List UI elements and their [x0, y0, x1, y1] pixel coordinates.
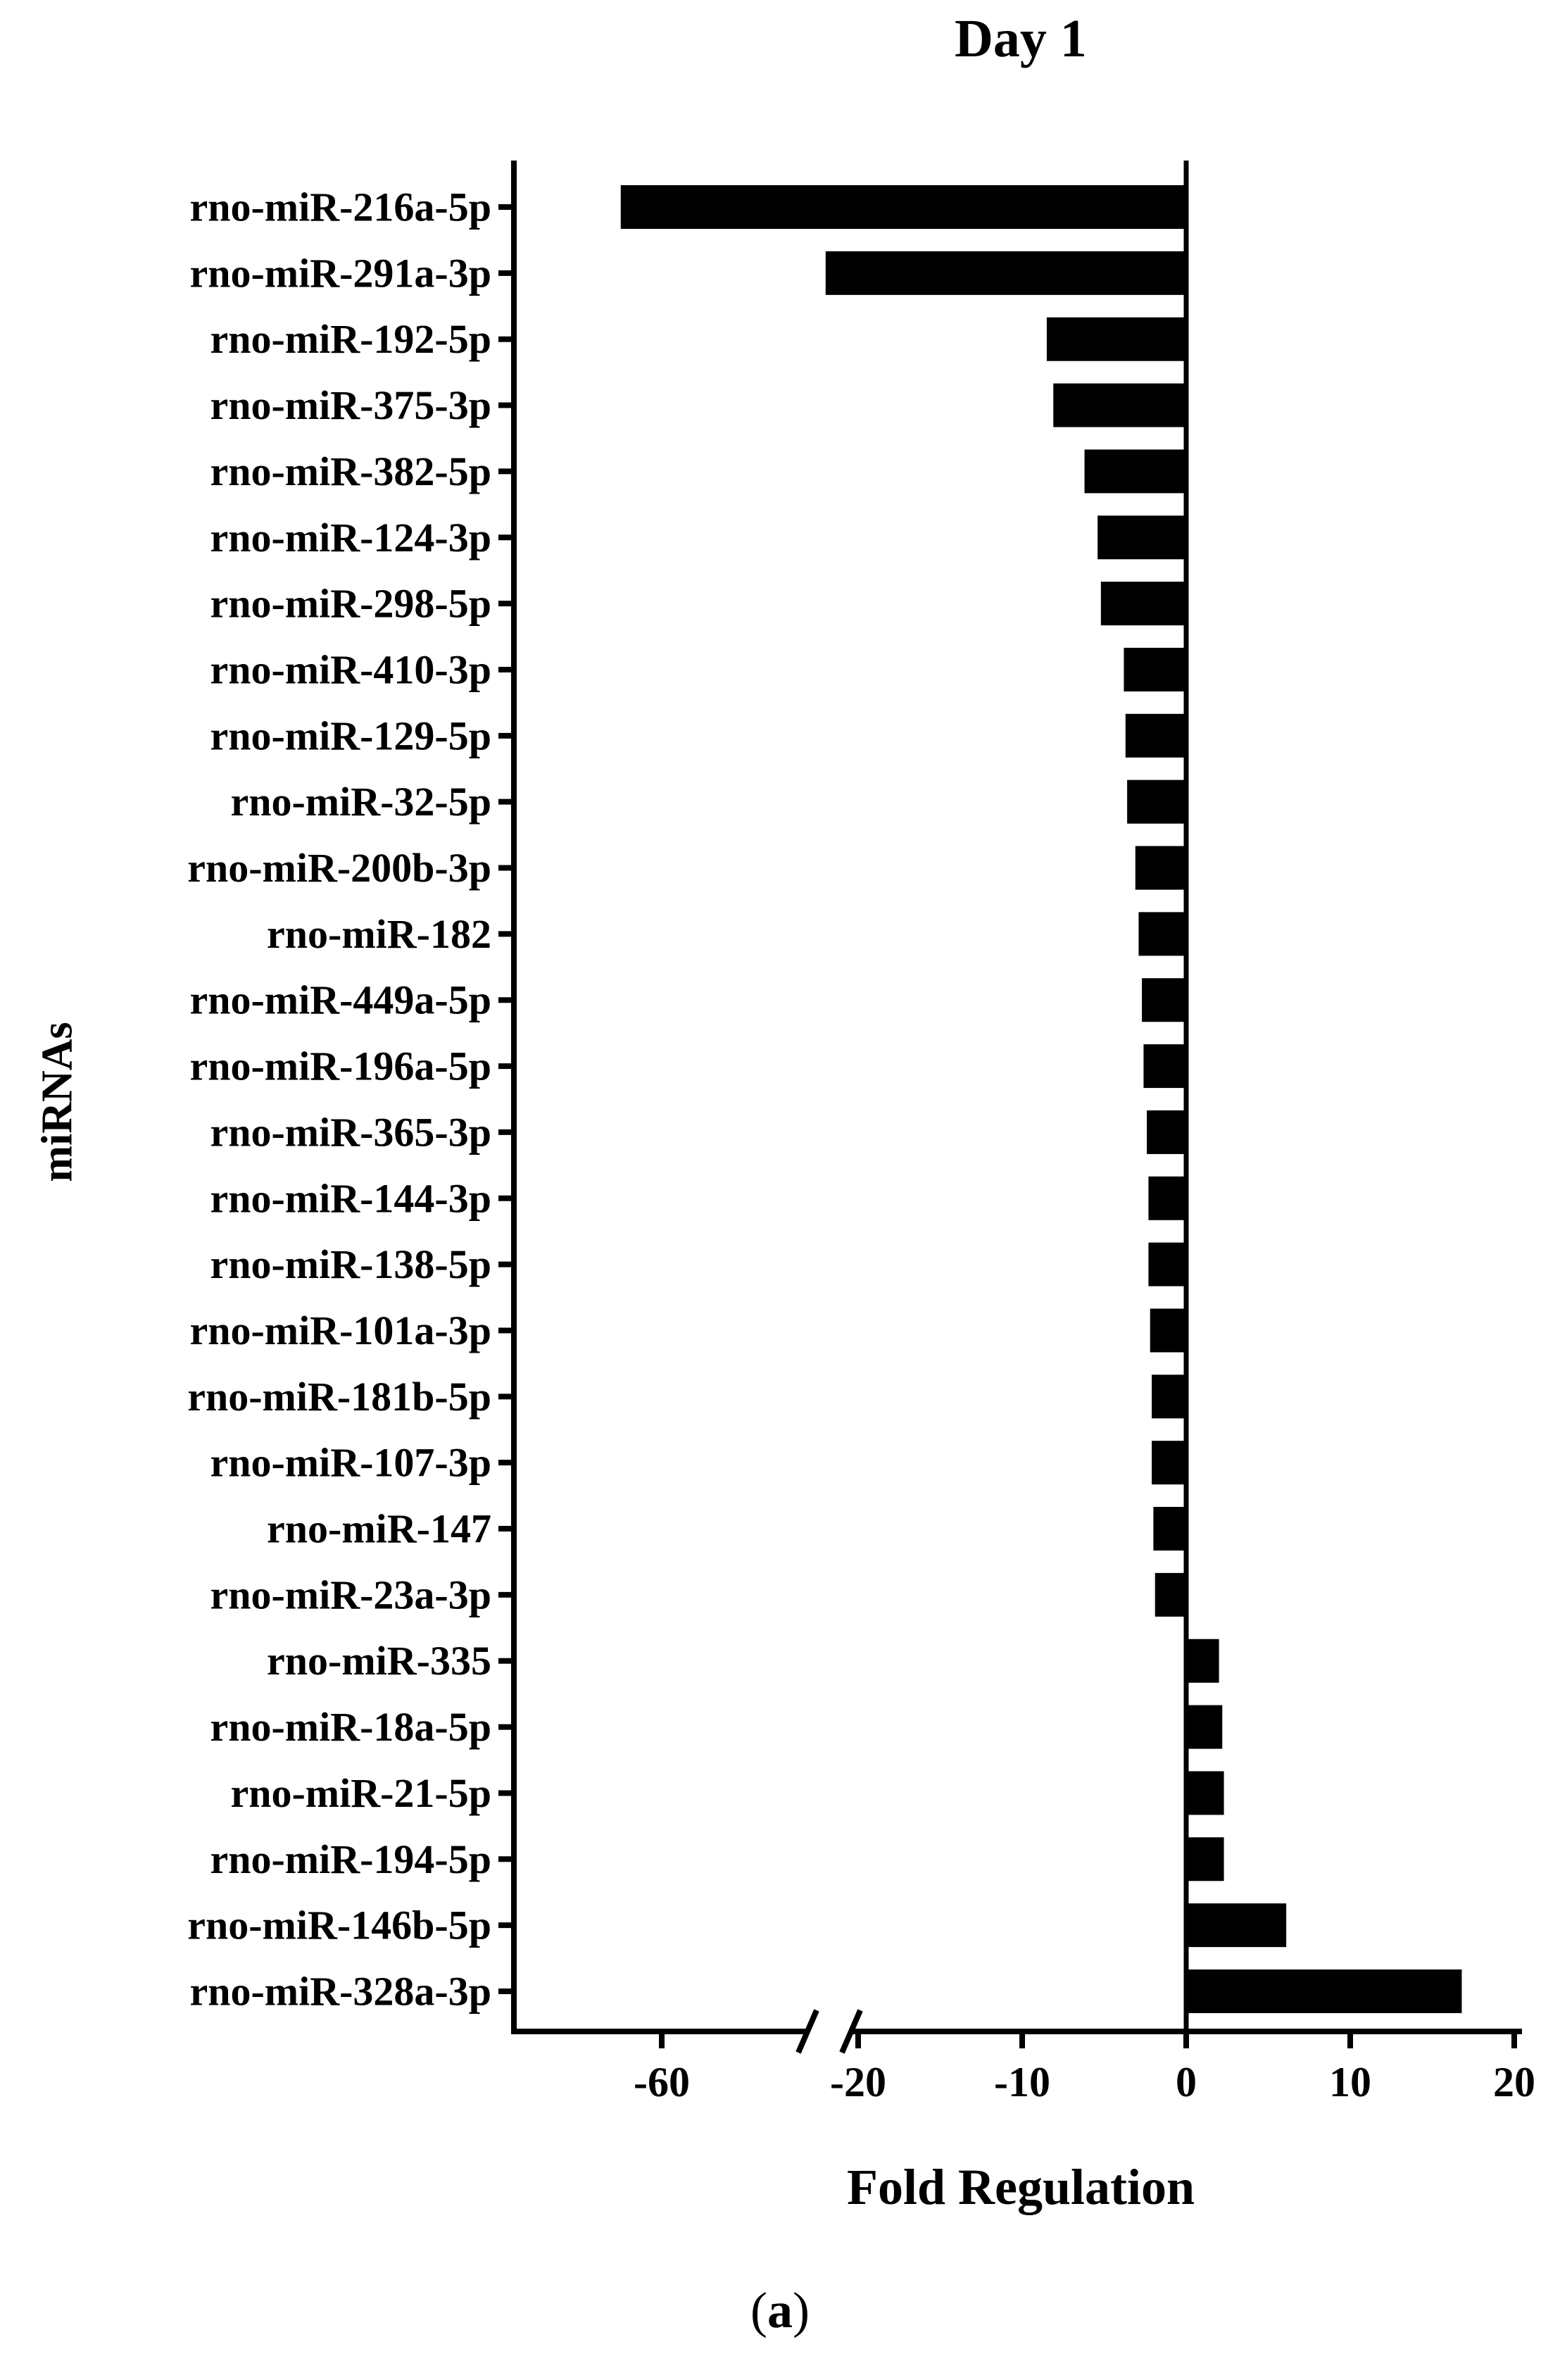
y-tick-label: rno-miR-129-5p: [210, 713, 491, 758]
bar: [1155, 1572, 1186, 1617]
y-tick-label: rno-miR-196a-5p: [189, 1044, 491, 1089]
bar: [1127, 779, 1186, 824]
y-tick-label: rno-miR-382-5p: [210, 449, 491, 494]
y-tick-label: rno-miR-182: [267, 911, 491, 957]
y-tick-label: rno-miR-291a-3p: [189, 250, 491, 296]
y-tick-label: rno-miR-375-3p: [210, 382, 491, 428]
x-tick-label: -20: [830, 2059, 886, 2105]
y-tick-label: rno-miR-298-5p: [210, 581, 491, 627]
bar: [1143, 1044, 1186, 1089]
y-tick-label: rno-miR-138-5p: [210, 1241, 491, 1287]
bar: [1186, 1639, 1219, 1683]
y-axis-label: miRNAs: [33, 1022, 82, 1182]
y-tick-label: rno-miR-192-5p: [210, 316, 491, 362]
y-tick-label: rno-miR-124-3p: [210, 515, 491, 560]
y-tick-label: rno-miR-21-5p: [230, 1770, 491, 1816]
y-tick-label: rno-miR-194-5p: [210, 1836, 491, 1882]
y-tick-label: rno-miR-32-5p: [230, 779, 491, 825]
figure-caption: (a): [0, 2281, 1560, 2340]
y-tick-label: rno-miR-23a-3p: [210, 1572, 491, 1617]
y-tick-label: rno-miR-335: [267, 1638, 491, 1684]
chart-title: Day 1: [955, 9, 1087, 68]
y-tick-label: rno-miR-147: [267, 1506, 491, 1552]
bar: [1150, 1308, 1186, 1353]
x-tick-label: 20: [1493, 2059, 1535, 2105]
bar: [1186, 1903, 1287, 1948]
y-tick-label: rno-miR-216a-5p: [189, 184, 491, 230]
bar: [1100, 582, 1186, 626]
y-tick-label: rno-miR-181b-5p: [187, 1374, 491, 1420]
y-tick-label: rno-miR-410-3p: [210, 646, 491, 692]
y-tick-label: rno-miR-328a-3p: [189, 1969, 491, 2015]
bar: [1147, 1110, 1186, 1154]
y-tick-label: rno-miR-200b-3p: [187, 845, 491, 891]
y-tick-label: rno-miR-107-3p: [210, 1440, 491, 1486]
y-tick-label: rno-miR-101a-3p: [189, 1308, 491, 1353]
bar: [1148, 1176, 1186, 1220]
bar: [1138, 912, 1186, 956]
x-tick-label: 0: [1176, 2059, 1197, 2105]
bar: [1084, 449, 1186, 494]
bar: [1097, 515, 1186, 560]
bar: [1046, 317, 1186, 361]
bar: [1186, 1837, 1224, 1881]
bar: [1125, 713, 1186, 758]
y-tick-label: rno-miR-144-3p: [210, 1175, 491, 1221]
y-tick-label: rno-miR-449a-5p: [189, 977, 491, 1023]
bar: [1152, 1441, 1186, 1485]
bar: [1186, 1969, 1462, 2013]
x-tick-label: 10: [1329, 2059, 1371, 2105]
y-tick-label: rno-miR-146b-5p: [187, 1903, 491, 1948]
bar: [1053, 383, 1186, 427]
bar: [1135, 846, 1186, 890]
caption-close-paren: ): [793, 2282, 810, 2338]
x-axis-label: Fold Regulation: [846, 2159, 1195, 2215]
bar: [620, 185, 1186, 229]
bar: [1186, 1771, 1224, 1815]
bar: [825, 251, 1186, 295]
axis-break-mark: [795, 2009, 819, 2054]
y-tick-label: rno-miR-365-3p: [210, 1109, 491, 1155]
bar: [1153, 1507, 1186, 1551]
x-tick-label: -60: [634, 2059, 690, 2105]
bar: [1186, 1705, 1223, 1749]
caption-letter: a: [767, 2282, 793, 2338]
bar: [1124, 647, 1186, 691]
axis-break-mark: [839, 2009, 863, 2054]
bar: [1142, 978, 1186, 1022]
bar: [1152, 1374, 1186, 1419]
caption-open-paren: (: [750, 2282, 767, 2338]
x-tick-label: -10: [994, 2059, 1050, 2105]
y-tick-label: rno-miR-18a-5p: [210, 1704, 491, 1750]
bar: [1148, 1242, 1186, 1286]
